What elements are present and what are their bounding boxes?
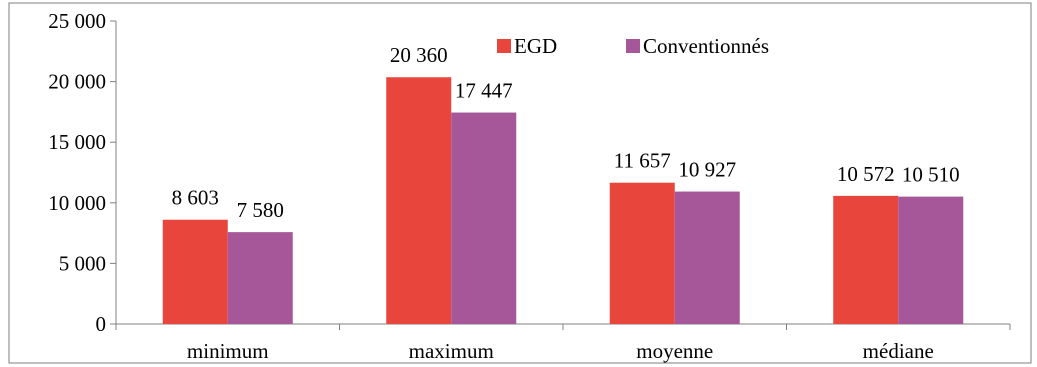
legend-swatch xyxy=(626,39,640,53)
legend-label: EGD xyxy=(514,34,557,58)
bar xyxy=(162,219,228,324)
x-tick-label: maximum xyxy=(409,339,494,363)
y-axis: 0 5 000 10 000 15 000 20 000 25 000 xyxy=(48,9,117,336)
legend-label: Conventionnés xyxy=(643,34,769,58)
y-tick-label: 10 000 xyxy=(48,191,106,215)
data-label: 11 657 xyxy=(614,149,671,173)
x-tick-label: médiane xyxy=(863,339,934,363)
y-tick-label: 25 000 xyxy=(48,9,106,33)
y-tick-label: 5 000 xyxy=(59,251,106,275)
data-label: 20 360 xyxy=(390,43,448,67)
y-tick-label: 20 000 xyxy=(48,70,106,94)
bars xyxy=(162,77,964,324)
bar xyxy=(674,191,740,324)
data-labels: 8 603 7 580 20 360 17 447 11 657 10 927 10 572… xyxy=(172,43,960,222)
data-label: 7 580 xyxy=(237,198,284,222)
data-label: 10 572 xyxy=(837,162,895,186)
bar xyxy=(451,112,517,324)
legend-swatch xyxy=(497,39,511,53)
legend: EGD Conventionnés xyxy=(497,34,769,58)
bar xyxy=(609,182,675,324)
data-label: 10 510 xyxy=(902,163,960,187)
bar xyxy=(227,232,293,324)
x-tick-label: moyenne xyxy=(636,339,713,363)
bar xyxy=(833,195,899,324)
data-label: 17 447 xyxy=(455,79,513,103)
data-label: 8 603 xyxy=(172,186,219,210)
x-tick-label: minimum xyxy=(187,339,269,363)
bar xyxy=(898,196,964,324)
bar xyxy=(386,77,452,324)
y-tick-label: 15 000 xyxy=(48,130,106,154)
data-label: 10 927 xyxy=(678,158,736,182)
y-tick-label: 0 xyxy=(96,312,107,336)
